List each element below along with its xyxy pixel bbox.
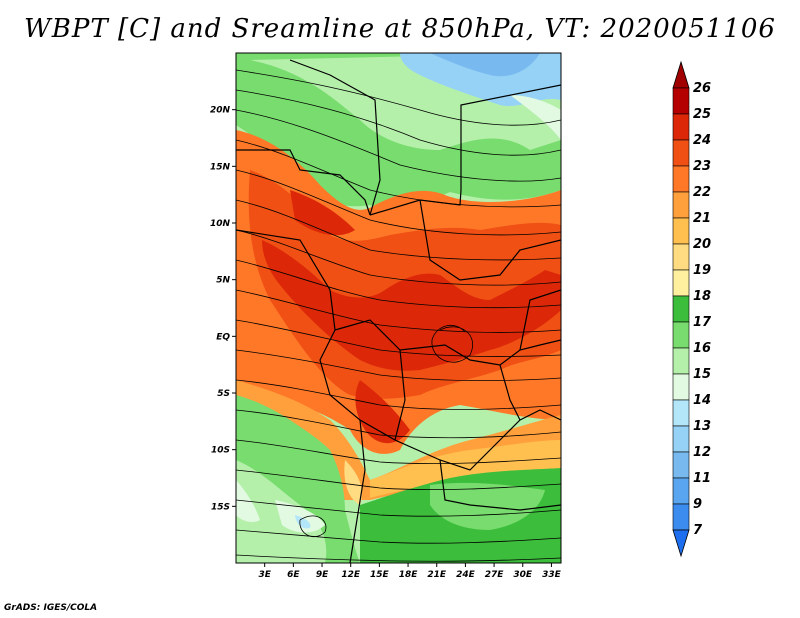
colorbar-label: 14 [693,393,711,408]
colorbar-swatch [672,451,690,479]
lat-tick-label: 5N [216,276,230,286]
colorbar-label: 12 [693,445,711,460]
lon-tick-label: 9E [316,570,329,580]
lat-tick-label: 5S [217,389,230,399]
colorbar-label: 26 [693,81,711,96]
colorbar-swatch [672,425,690,453]
colorbar-swatch [672,477,690,505]
colorbar-swatch [672,269,690,297]
colorbar-label: 17 [693,315,712,330]
plot-frame [235,52,562,564]
streamlines [236,69,561,562]
lon-tick-label: 27E [485,570,505,580]
colorbar-swatch [672,347,690,375]
lat-tick-label: 15S [211,502,230,512]
colorbar-swatch [672,321,690,349]
colorbar-swatch [672,295,690,323]
lon-tick-label: 18E [399,570,419,580]
lat-axis: 20N 15N 10N 5N EQ 5S 10S 15S [210,106,236,512]
lon-tick-label: 12E [341,570,361,580]
colorbar-label: 24 [693,133,711,148]
lon-tick-label: 24E [456,570,476,580]
lat-tick-label: 15N [210,162,231,172]
colorbar-swatch [672,373,690,401]
lon-axis: 3E 6E 9E 12E 15E 18E 21E 24E 27E 30E 33E [258,563,562,580]
lon-tick-label: 30E [513,570,533,580]
credit-label: GrADS: IGES/COLA [4,603,98,613]
lon-tick-label: 21E [427,570,447,580]
lon-tick-label: 33E [542,570,562,580]
lon-tick-label: 15E [370,570,390,580]
colorbar-label: 11 [693,471,711,486]
colorbar-swatch [672,191,690,219]
chart-title: WBPT [C] and Sreamline at 850hPa, VT: 20… [24,14,776,44]
lat-tick-label: 10S [211,446,230,456]
colorbar: 26 25 24 23 22 21 20 19 18 17 16 15 14 13 12 11 9 7 [672,60,712,558]
colorbar-label: 18 [693,289,711,304]
colorbar-swatch [672,165,690,193]
colorbar-swatch [672,139,690,167]
colorbar-min-arrow [672,529,690,558]
colorbar-swatch [672,217,690,245]
colorbar-swatch [672,399,690,427]
lon-tick-label: 3E [258,570,271,580]
colorbar-label: 13 [693,419,711,434]
colorbar-label: 7 [693,523,703,538]
colorbar-max-arrow [672,60,690,89]
lat-tick-label: 10N [210,219,231,229]
colorbar-label: 9 [693,497,702,512]
colorbar-swatch [672,113,690,141]
colorbar-label: 21 [693,211,711,226]
lat-tick-label: EQ [216,332,230,342]
colorbar-label: 19 [693,263,711,278]
wbpt-field [236,53,561,563]
colorbar-label: 15 [693,367,711,382]
colorbar-swatch [672,243,690,271]
country-borders [236,59,561,563]
colorbar-label: 16 [693,341,711,356]
colorbar-label: 25 [693,107,711,122]
lat-tick-label: 20N [210,106,231,116]
colorbar-label: 23 [693,159,711,174]
colorbar-label: 20 [693,237,711,252]
lon-tick-label: 6E [287,570,300,580]
colorbar-label: 22 [693,185,711,200]
colorbar-swatch [672,503,690,531]
colorbar-swatch [672,87,690,115]
